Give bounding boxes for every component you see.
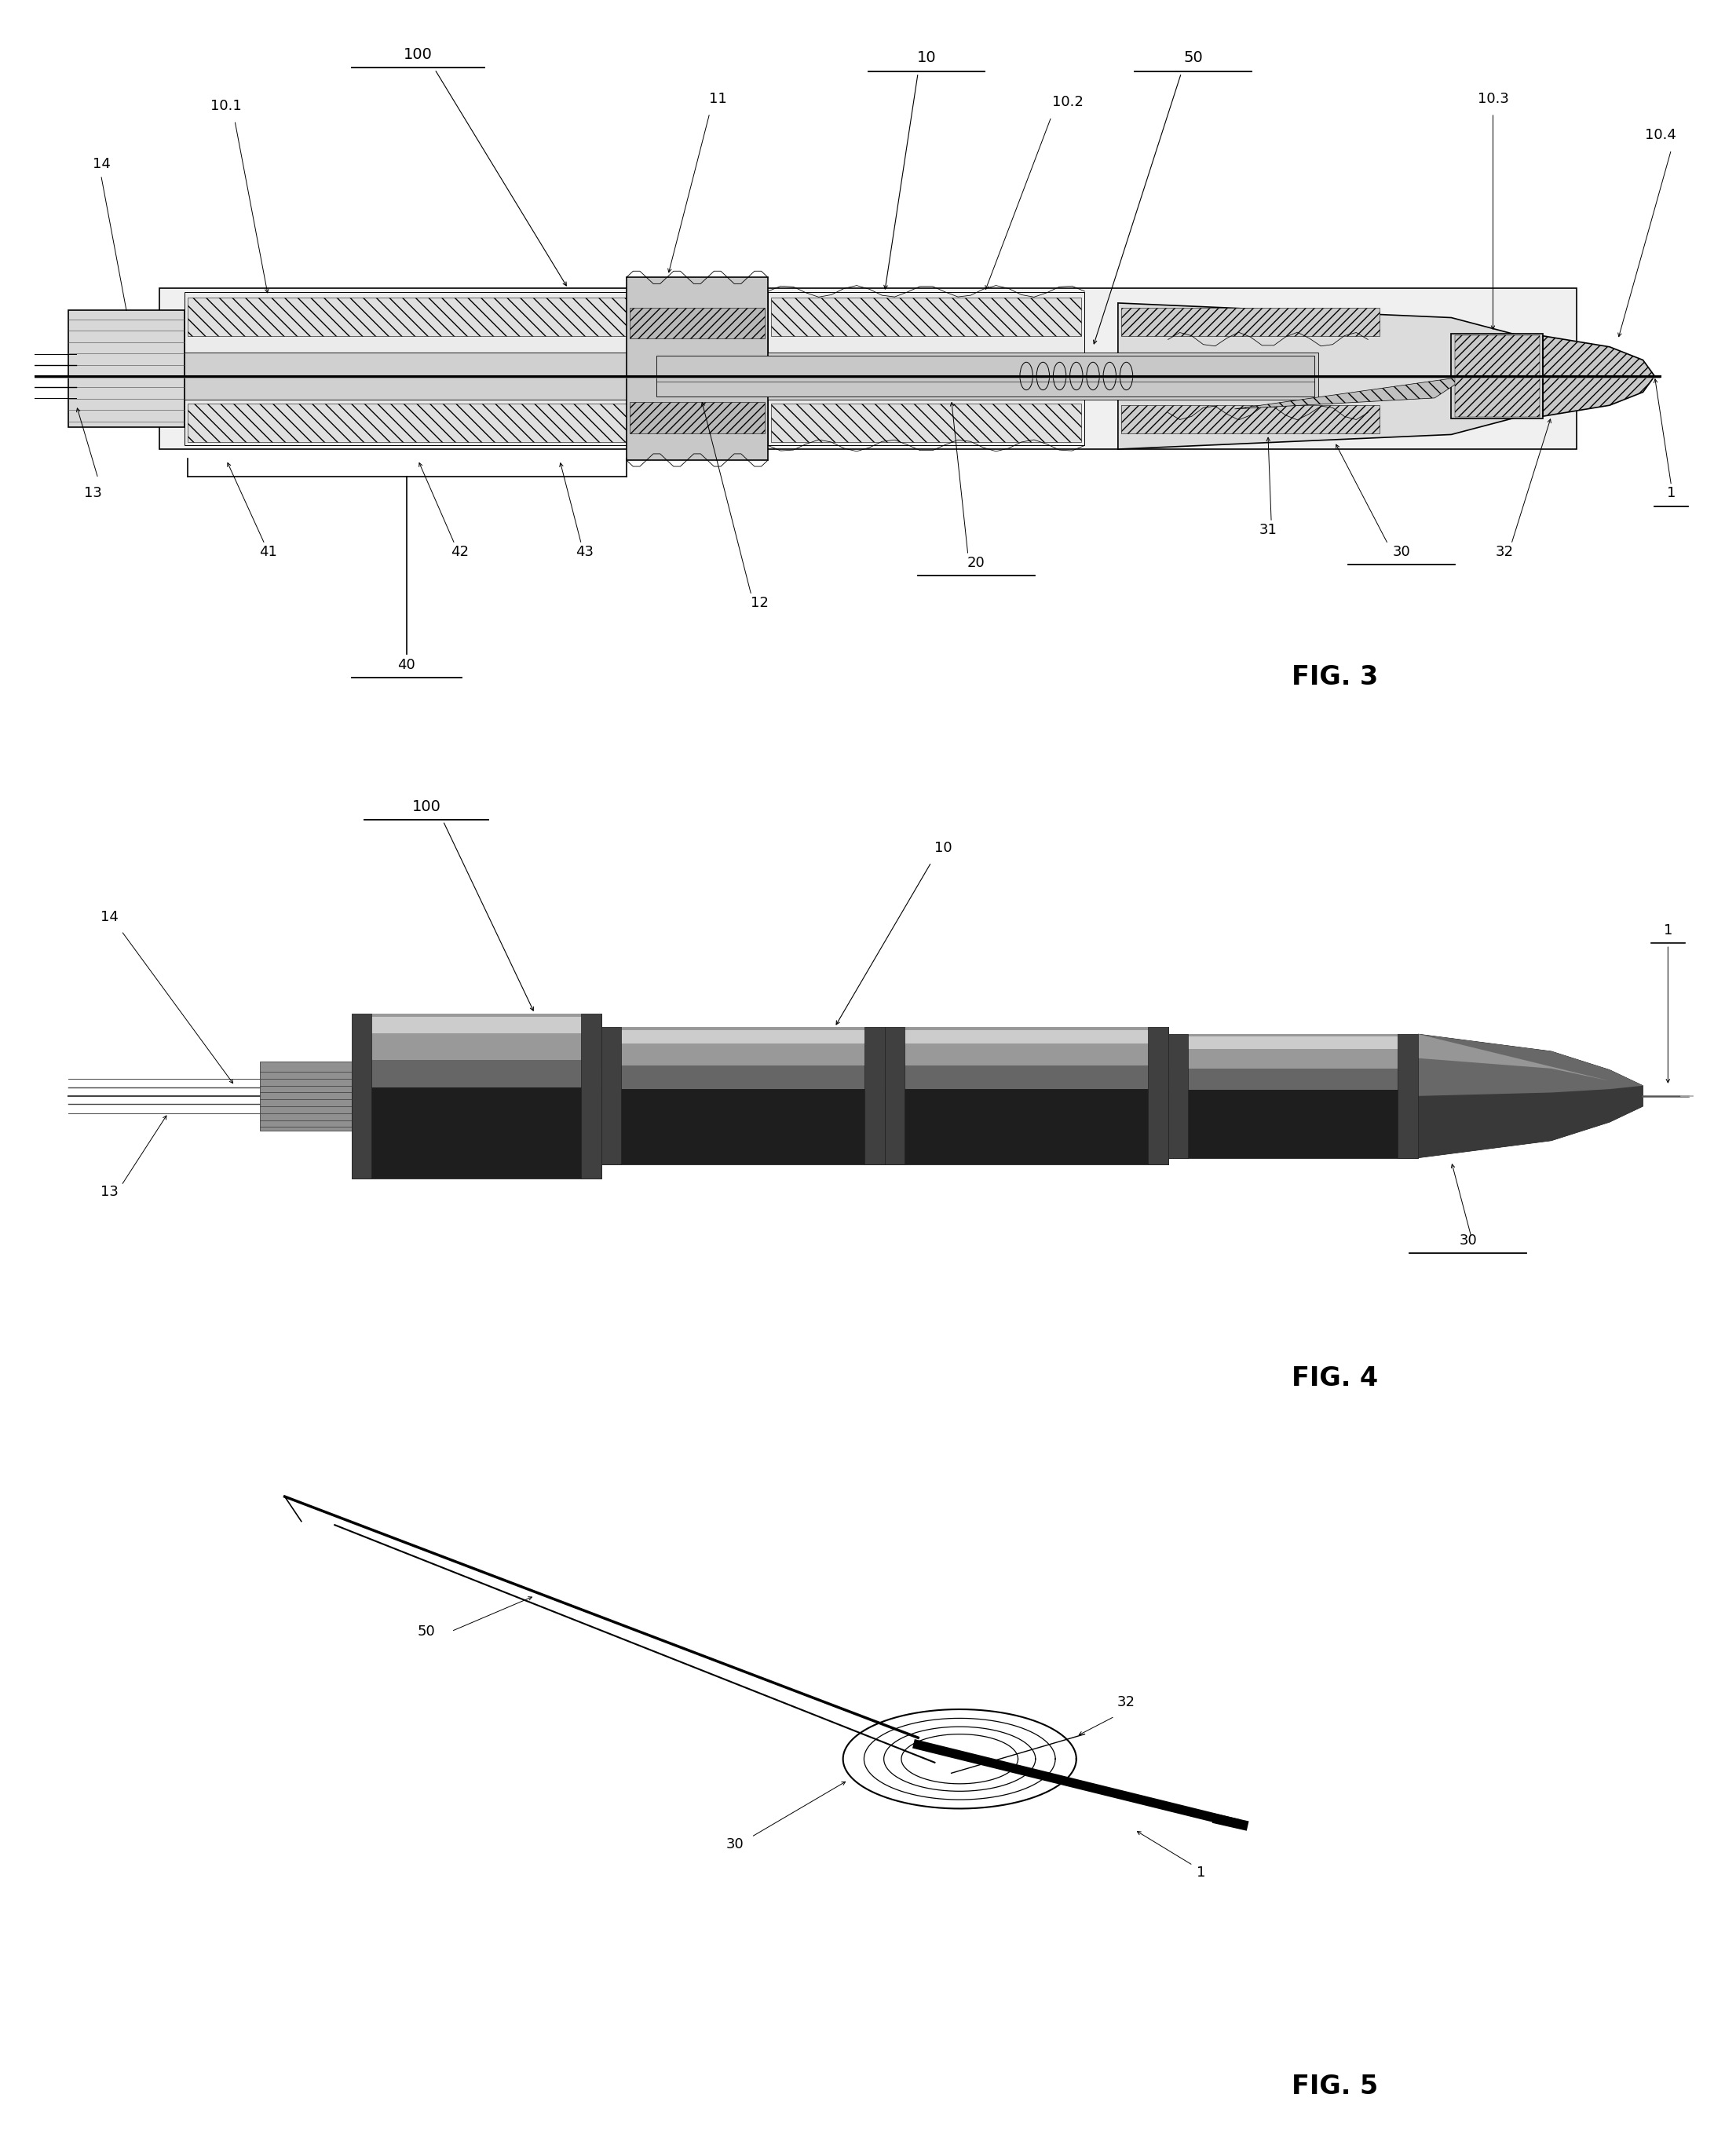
- Bar: [1147, 1027, 1168, 1165]
- Bar: [630, 307, 764, 337]
- Bar: [1168, 1034, 1418, 1068]
- Text: FIG. 3: FIG. 3: [1292, 664, 1378, 690]
- Bar: [630, 402, 764, 434]
- Text: 11: 11: [708, 92, 727, 105]
- Text: 42: 42: [451, 544, 469, 559]
- Bar: [351, 1014, 601, 1059]
- Bar: [656, 355, 1314, 398]
- Polygon shape: [1418, 1034, 1642, 1158]
- Polygon shape: [1418, 1034, 1642, 1158]
- Bar: [892, 1029, 1160, 1044]
- Bar: [187, 299, 648, 335]
- Text: 32: 32: [1118, 1696, 1135, 1708]
- Text: 50: 50: [417, 1625, 436, 1638]
- Text: 30: 30: [726, 1837, 743, 1850]
- Bar: [260, 1062, 351, 1130]
- Polygon shape: [1543, 335, 1654, 417]
- Text: 40: 40: [398, 658, 415, 673]
- Text: 10.3: 10.3: [1477, 92, 1509, 105]
- Text: 14: 14: [92, 157, 111, 172]
- Bar: [351, 1014, 601, 1178]
- Text: 30: 30: [1458, 1234, 1477, 1246]
- Bar: [1451, 333, 1543, 419]
- Text: 13: 13: [101, 1184, 118, 1199]
- Bar: [1168, 1034, 1418, 1158]
- Text: 1: 1: [1667, 486, 1675, 501]
- Bar: [601, 1027, 885, 1165]
- Bar: [68, 309, 184, 428]
- Bar: [1121, 307, 1380, 335]
- Bar: [601, 1027, 621, 1165]
- Text: 41: 41: [259, 544, 278, 559]
- Text: 1: 1: [1196, 1865, 1207, 1880]
- Bar: [771, 404, 1082, 443]
- Text: 100: 100: [411, 799, 441, 814]
- Bar: [767, 292, 1085, 445]
- Text: 10: 10: [917, 52, 936, 64]
- Text: 10: 10: [934, 840, 951, 855]
- Bar: [885, 1027, 1168, 1090]
- Text: FIG. 4: FIG. 4: [1292, 1367, 1378, 1393]
- Polygon shape: [1234, 376, 1469, 408]
- Text: 50: 50: [1184, 52, 1203, 64]
- Bar: [1177, 1036, 1410, 1049]
- Bar: [582, 1014, 601, 1178]
- Bar: [1397, 1034, 1418, 1158]
- Bar: [627, 277, 767, 460]
- Bar: [1168, 1034, 1187, 1158]
- Text: 13: 13: [83, 486, 102, 501]
- Bar: [885, 1027, 904, 1165]
- Bar: [1455, 335, 1540, 417]
- Polygon shape: [1118, 303, 1585, 449]
- Text: 12: 12: [750, 595, 769, 610]
- Text: FIG. 5: FIG. 5: [1292, 2074, 1378, 2100]
- Bar: [351, 1014, 601, 1087]
- Polygon shape: [1418, 1034, 1642, 1096]
- Text: 10.1: 10.1: [210, 99, 241, 114]
- Polygon shape: [1418, 1034, 1609, 1081]
- Text: 1: 1: [1663, 924, 1672, 937]
- Bar: [1121, 406, 1380, 434]
- Text: 30: 30: [1392, 544, 1410, 559]
- Bar: [184, 352, 1318, 400]
- Bar: [359, 1016, 594, 1034]
- Bar: [609, 1029, 877, 1044]
- Bar: [885, 1027, 1168, 1165]
- Bar: [885, 1027, 1168, 1066]
- Bar: [601, 1027, 885, 1090]
- Bar: [1168, 1034, 1418, 1090]
- Text: 10.4: 10.4: [1646, 129, 1677, 142]
- Text: 32: 32: [1496, 544, 1514, 559]
- Bar: [184, 292, 651, 445]
- Text: 20: 20: [967, 557, 986, 569]
- Bar: [187, 404, 648, 443]
- Bar: [160, 288, 1576, 449]
- Text: 14: 14: [101, 909, 118, 924]
- Bar: [351, 1014, 372, 1178]
- Text: 43: 43: [576, 544, 594, 559]
- Text: 10.2: 10.2: [1052, 95, 1083, 110]
- Text: 100: 100: [403, 47, 432, 62]
- Text: 31: 31: [1259, 522, 1278, 537]
- Bar: [601, 1027, 885, 1066]
- Bar: [771, 299, 1082, 335]
- Bar: [865, 1027, 885, 1165]
